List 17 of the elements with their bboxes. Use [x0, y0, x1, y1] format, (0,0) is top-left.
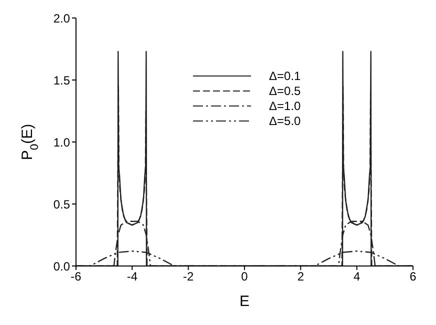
- x-tick-label: 6: [410, 270, 417, 284]
- legend-label: Δ=1.0: [269, 98, 301, 112]
- x-tick-label: 4: [353, 270, 360, 284]
- x-tick-label: 2: [297, 270, 304, 284]
- x-tick-label: -4: [126, 270, 138, 284]
- x-tick-label: -2: [182, 270, 194, 284]
- x-tick-label: -6: [70, 270, 82, 284]
- y-tick-label: 1.0: [53, 135, 70, 150]
- legend-label: Δ=0.1: [269, 68, 301, 82]
- legend-label: Δ=0.5: [269, 84, 301, 98]
- x-tick-label: 0: [241, 270, 248, 284]
- legend-label: Δ=5.0: [269, 114, 301, 128]
- x-axis-title: E: [239, 293, 250, 310]
- y-tick-label: 0.5: [53, 197, 70, 212]
- y-tick-label: 1.5: [53, 73, 70, 88]
- y-tick-label: 0.0: [53, 259, 70, 274]
- y-tick-label: 2.0: [53, 11, 70, 26]
